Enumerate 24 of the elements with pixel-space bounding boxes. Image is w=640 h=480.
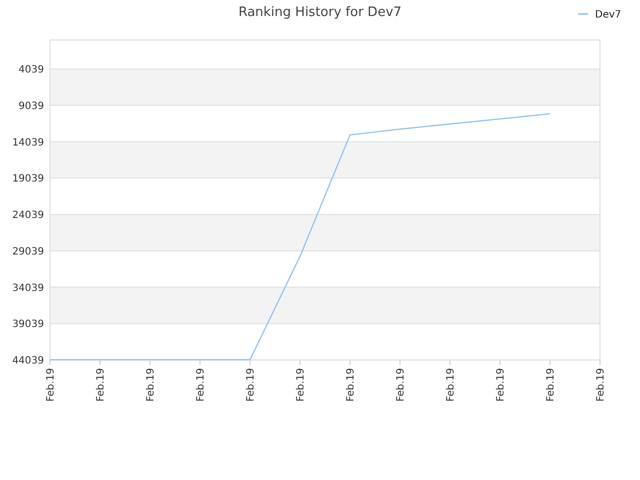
y-tick-label: 19039 [12, 174, 44, 185]
x-tick-label: Feb.19 [296, 368, 306, 402]
line-series [49, 113, 551, 360]
x-tick-label: Feb.19 [96, 368, 106, 402]
x-tick-label: Feb.19 [146, 368, 156, 402]
y-tick-label: 44039 [12, 356, 44, 366]
x-tick-label: Feb.19 [346, 368, 356, 402]
x-tick-label: Feb.19 [196, 368, 206, 402]
x-tick-label: Feb.19 [496, 368, 506, 402]
y-tick-label: 14039 [12, 137, 44, 148]
x-tick-label: Feb.19 [546, 368, 556, 402]
y-tick-label: 4039 [18, 64, 44, 76]
x-tick-label: Feb.19 [46, 368, 56, 402]
y-tick-label: 29039 [12, 246, 44, 258]
x-tick-label: Feb.19 [396, 368, 406, 402]
y-tick-label: 9039 [18, 100, 44, 112]
y-tick-label: 24039 [12, 210, 44, 222]
x-tick-label: Feb.19 [596, 368, 606, 402]
chart-title: Ranking History for Dev7 [238, 5, 402, 20]
x-tick-label: Feb.19 [446, 368, 456, 402]
y-tick-label: 34039 [12, 282, 44, 294]
legend-label: Dev7 [595, 10, 622, 20]
y-tick-label: 39039 [12, 319, 44, 330]
x-tick-label: Feb.19 [246, 368, 256, 402]
